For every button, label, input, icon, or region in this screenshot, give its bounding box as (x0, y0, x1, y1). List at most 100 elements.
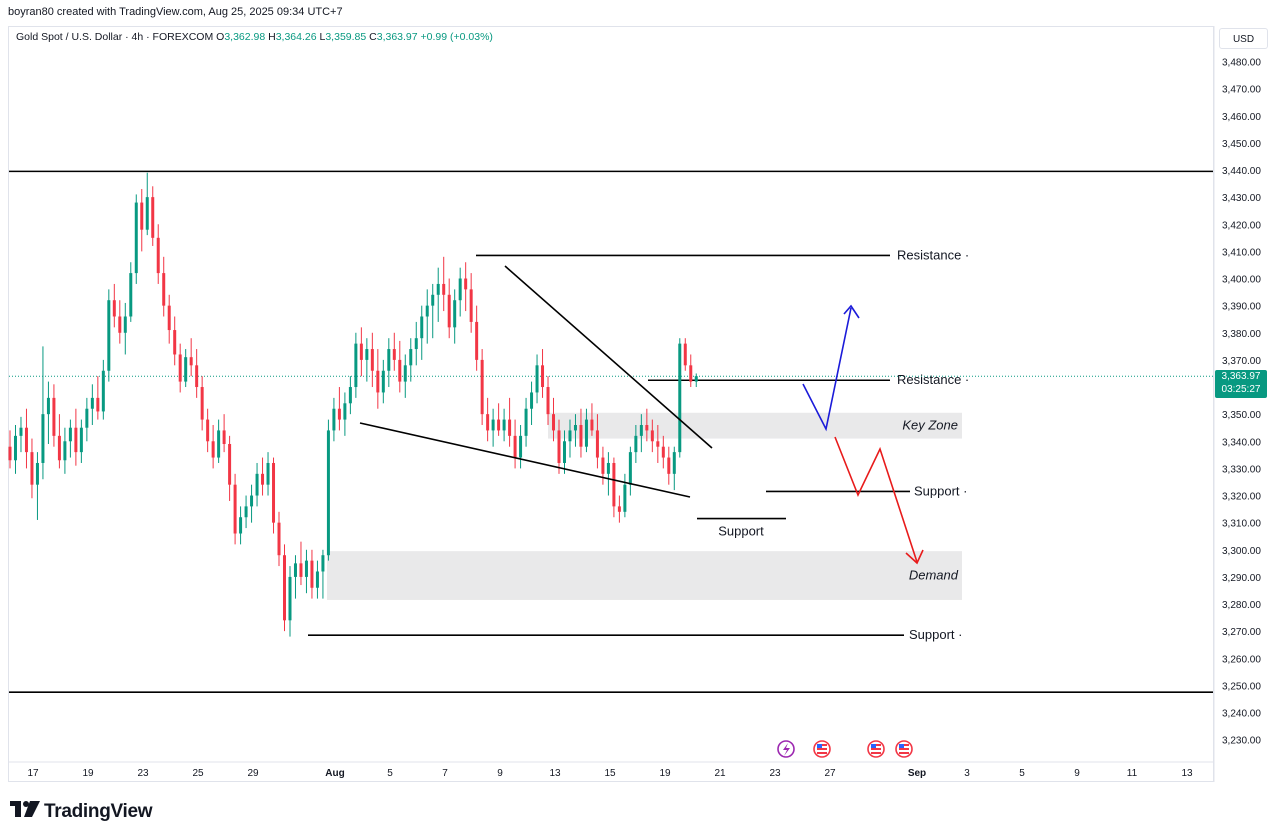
y-tick-label: 3,400.00 (1222, 275, 1261, 286)
candle-body (436, 283, 440, 295)
candle-body (431, 294, 435, 306)
candle-body (519, 435, 523, 458)
candle-body (101, 370, 105, 412)
tradingview-logo[interactable]: TradingView (10, 801, 153, 823)
open-value: 3,362.98 (224, 31, 266, 43)
candle-body (326, 430, 330, 556)
candle-body (107, 300, 111, 371)
x-tick-label: 17 (27, 768, 39, 779)
candle-body (200, 387, 204, 420)
symbol-name[interactable]: Gold Spot / U.S. Dollar · 4h · FOREXCOM (16, 31, 214, 43)
candle-body (189, 357, 193, 366)
y-tick-label: 3,290.00 (1222, 573, 1261, 584)
candle-body (233, 484, 237, 534)
us-flag-event-icon[interactable] (895, 740, 913, 758)
x-tick-label: 13 (1181, 768, 1193, 779)
change-value: +0.99 (+0.03%) (420, 31, 493, 43)
candle-body (277, 522, 281, 556)
candle-body (387, 349, 391, 371)
candle-body (145, 197, 149, 230)
candle-body (359, 343, 363, 360)
candle-body (266, 462, 270, 485)
candle-body (475, 321, 479, 360)
y-tick-label: 3,260.00 (1222, 654, 1261, 665)
wedge-upper-trendline (504, 265, 713, 449)
y-tick-label: 3,460.00 (1222, 112, 1261, 123)
candle-body (480, 359, 484, 415)
candle-body (502, 419, 506, 431)
candle-body (420, 316, 424, 339)
lines-layer (9, 170, 1213, 694)
candle-body (442, 283, 446, 295)
candle-body (398, 359, 402, 382)
lightning-event-icon[interactable] (777, 740, 795, 758)
candle-body (310, 560, 314, 588)
candle-body (354, 343, 358, 388)
y-tick-label: 3,410.00 (1222, 247, 1261, 258)
candle-body (156, 237, 160, 274)
candle-body (46, 397, 50, 415)
candle-body (228, 443, 232, 485)
candle-body (606, 462, 610, 474)
candle-body (52, 397, 56, 436)
level-label: Support · (914, 483, 967, 498)
candle-body (530, 392, 534, 409)
level-label: Support (718, 524, 764, 539)
x-tick-label: 9 (1074, 768, 1080, 779)
candle-body (447, 294, 451, 328)
labels-layer: Key Zone Demand Resistance · Resistance · Su… (718, 247, 969, 642)
zone-label: Key Zone (902, 418, 958, 433)
candle-body (299, 563, 303, 577)
open-label: O (216, 31, 225, 43)
candle-body (469, 289, 473, 322)
candle-body (343, 403, 347, 420)
candle-body (24, 427, 28, 453)
y-tick-label: 3,330.00 (1222, 464, 1261, 475)
currency-button[interactable]: USD (1219, 28, 1268, 49)
candle-body (491, 419, 495, 431)
time-axis: 17 19 23 25 29 Aug 5 7 9 13 15 19 21 23 27 Sep 3 5 9 11 13 (9, 761, 1213, 779)
candle-body (683, 343, 687, 366)
candle-body (206, 419, 210, 442)
candle-body (315, 571, 319, 588)
bullish-path-arrow (802, 307, 852, 432)
candle-body (464, 278, 468, 290)
candle-body (332, 408, 336, 431)
candle-body (601, 457, 605, 474)
candle-body (129, 273, 133, 317)
candles-layer (8, 172, 698, 637)
y-tick-label: 3,450.00 (1222, 139, 1261, 150)
candle-body (557, 430, 561, 463)
candle-body (261, 473, 265, 485)
candle-body (678, 343, 682, 453)
candle-body (85, 408, 89, 428)
bullish-arrowhead (843, 304, 860, 319)
candle-body (217, 430, 221, 458)
drawings-layer (359, 265, 924, 565)
candle-body (74, 427, 78, 453)
candle-body (661, 446, 665, 458)
x-tick-label: 27 (824, 768, 836, 779)
candle-body (79, 427, 83, 453)
y-tick-label: 3,230.00 (1222, 736, 1261, 747)
close-label: C (369, 31, 377, 43)
y-tick-label: 3,420.00 (1222, 220, 1261, 231)
close-value: 3,363.97 (376, 31, 418, 43)
candle-body (151, 197, 155, 238)
low-value: 3,359.85 (325, 31, 367, 43)
candle-body (293, 563, 297, 577)
candle-body (222, 430, 226, 444)
us-flag-event-icon[interactable] (867, 740, 885, 758)
us-flag-event-icon[interactable] (813, 740, 831, 758)
candle-body (167, 305, 171, 331)
y-tick-label: 3,280.00 (1222, 600, 1261, 611)
y-tick-label: 3,320.00 (1222, 492, 1261, 503)
bearish-arrowhead (905, 549, 924, 565)
candle-body (541, 365, 545, 388)
high-value: 3,364.26 (275, 31, 317, 43)
candle-body (508, 419, 512, 436)
candle-body (645, 425, 649, 431)
candle-body (628, 452, 632, 485)
candle-body (584, 419, 588, 447)
